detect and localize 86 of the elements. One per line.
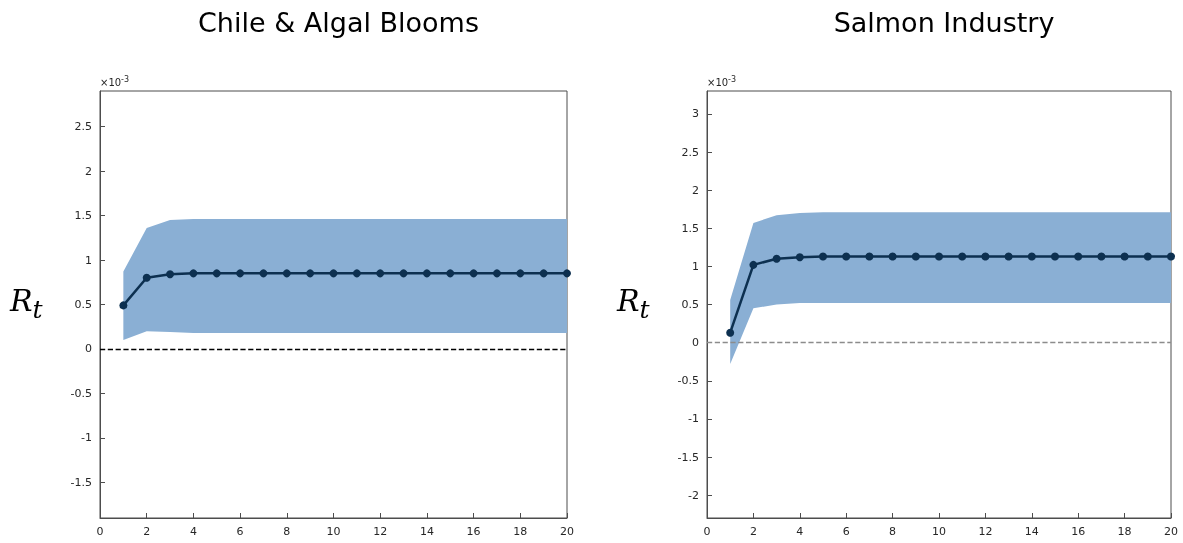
x-tick-label: 20 bbox=[1164, 525, 1178, 538]
y-tick-label: 3 bbox=[692, 107, 699, 121]
y-tick-label: -1 bbox=[81, 431, 92, 445]
y-tick-label: 1.5 bbox=[74, 209, 92, 223]
y-tick-label: 1 bbox=[85, 253, 92, 267]
y-tick-label: -2 bbox=[688, 488, 699, 502]
y-tick-label: -0.5 bbox=[677, 374, 699, 388]
point bbox=[1097, 252, 1106, 261]
x-tick-label: 0 bbox=[703, 525, 711, 538]
point bbox=[516, 269, 525, 278]
y-axis-title: R$_{t}$ bbox=[617, 282, 650, 324]
point bbox=[772, 254, 781, 263]
point bbox=[119, 301, 128, 310]
y-tick-label: 0 bbox=[85, 342, 92, 356]
x-tick-label: 8 bbox=[283, 525, 291, 538]
y-tick-label: 1.5 bbox=[681, 221, 699, 235]
point bbox=[212, 269, 221, 278]
point bbox=[422, 269, 431, 278]
x-tick-label: 12 bbox=[373, 525, 388, 538]
y-tick-label: -0.5 bbox=[70, 386, 92, 400]
point bbox=[282, 269, 291, 278]
point bbox=[352, 269, 361, 278]
x-tick-label: 4 bbox=[796, 525, 804, 538]
point bbox=[958, 252, 967, 261]
point bbox=[446, 269, 455, 278]
y-tick-label: 2.5 bbox=[681, 145, 699, 159]
point bbox=[935, 252, 943, 261]
x-tick-label: 16 bbox=[466, 525, 481, 538]
point bbox=[142, 273, 151, 282]
chart-title: Salmon Industry bbox=[833, 7, 1055, 38]
point bbox=[189, 269, 198, 278]
point bbox=[306, 269, 315, 278]
point bbox=[236, 269, 245, 278]
x-tick-label: 2 bbox=[749, 525, 757, 538]
point bbox=[1027, 252, 1036, 261]
y-tick-label: -1 bbox=[688, 412, 699, 426]
x-tick-label: 0 bbox=[96, 525, 104, 538]
point bbox=[492, 269, 501, 278]
point bbox=[1051, 252, 1059, 261]
x-tick-label: 18 bbox=[513, 525, 528, 538]
y-tick-label: 0.5 bbox=[681, 298, 699, 311]
point bbox=[563, 269, 571, 278]
point bbox=[166, 270, 175, 279]
x-tick-label: 6 bbox=[842, 525, 850, 538]
point bbox=[749, 260, 758, 269]
y-tick-label: 0.5 bbox=[74, 298, 92, 311]
x-tick-label: 16 bbox=[1071, 525, 1086, 538]
y-tick-label: 2.5 bbox=[74, 120, 92, 134]
point bbox=[539, 269, 548, 278]
x-tick-label: 10 bbox=[326, 525, 341, 538]
x-tick-label: 12 bbox=[978, 525, 993, 538]
point bbox=[376, 269, 385, 278]
point bbox=[259, 269, 268, 278]
x-tick-label: 20 bbox=[560, 525, 574, 538]
y-tick-label: 2 bbox=[692, 183, 699, 197]
point bbox=[865, 252, 874, 261]
x-tick-label: 2 bbox=[143, 525, 151, 538]
point bbox=[1120, 252, 1129, 261]
y-tick-label: 0 bbox=[692, 336, 699, 350]
point bbox=[819, 252, 827, 261]
x-tick-label: 10 bbox=[932, 525, 946, 538]
point bbox=[981, 252, 990, 261]
point bbox=[795, 253, 804, 262]
point bbox=[469, 269, 478, 278]
point bbox=[329, 269, 338, 278]
point bbox=[842, 252, 851, 261]
point bbox=[1143, 252, 1152, 261]
point bbox=[911, 252, 920, 261]
point bbox=[1074, 252, 1083, 261]
x-tick-label: 18 bbox=[1117, 525, 1132, 538]
chart-title: Chile & Algal Blooms bbox=[198, 7, 479, 38]
x-tick-label: 6 bbox=[236, 525, 244, 538]
x-tick-label: 4 bbox=[189, 525, 197, 538]
x-tick-label: 14 bbox=[1024, 525, 1039, 538]
x-tick-label: 14 bbox=[419, 525, 434, 538]
x-tick-label: 8 bbox=[889, 525, 897, 538]
point bbox=[1167, 252, 1175, 261]
y-tick-label: 1 bbox=[692, 259, 699, 273]
point bbox=[399, 269, 408, 278]
y-tick-label: -1.5 bbox=[677, 450, 699, 464]
y-tick-label: 2 bbox=[85, 164, 92, 178]
point bbox=[1004, 252, 1013, 261]
point bbox=[888, 252, 897, 261]
y-axis-title: R$_{t}$ bbox=[10, 282, 43, 324]
y-tick-label: -1.5 bbox=[70, 475, 92, 489]
point bbox=[726, 328, 735, 337]
